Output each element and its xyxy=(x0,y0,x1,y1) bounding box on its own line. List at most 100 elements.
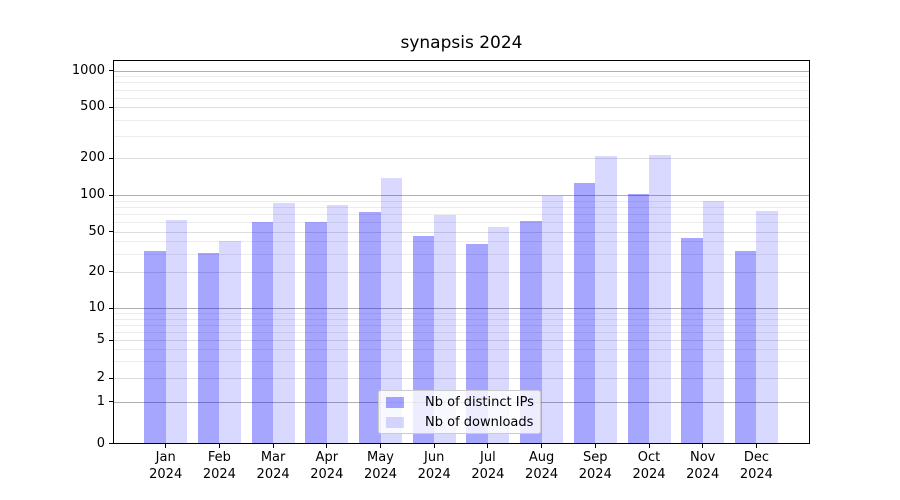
bar-downloads-feb xyxy=(219,241,241,444)
x-tick-mark xyxy=(218,444,220,448)
x-tick-label: Jul 2024 xyxy=(461,449,515,483)
x-tick-mark xyxy=(755,444,757,448)
bar-ips-jan xyxy=(144,251,166,444)
x-tick-month: Aug xyxy=(528,450,555,465)
x-tick-label: Apr 2024 xyxy=(300,449,354,483)
x-tick-year: 2024 xyxy=(471,467,505,482)
x-tick-label: Sep 2024 xyxy=(568,449,622,483)
bar-ips-feb xyxy=(197,252,220,444)
y-tick-mark xyxy=(109,106,113,108)
major-gridline xyxy=(113,70,810,72)
x-tick-month: Nov xyxy=(690,450,716,465)
x-tick-label: Aug 2024 xyxy=(515,449,569,483)
minor-gridline xyxy=(113,313,810,315)
x-tick-month: Mar xyxy=(260,450,286,465)
major-gridline xyxy=(113,308,810,310)
bar-ips-dec xyxy=(734,251,757,444)
x-tick-month: May xyxy=(367,450,394,465)
minor-gridline xyxy=(113,119,810,121)
x-tick-label: Feb 2024 xyxy=(192,449,246,483)
x-tick-year: 2024 xyxy=(578,467,612,482)
minor-gridline xyxy=(113,331,810,333)
y-tick-label: 0 xyxy=(96,435,105,451)
x-tick-year: 2024 xyxy=(739,467,773,482)
x-tick-mark xyxy=(433,444,435,448)
bar-ips-aug xyxy=(520,221,542,444)
y-tick-mark xyxy=(109,401,113,403)
x-tick-year: 2024 xyxy=(363,467,398,482)
minor-gridline xyxy=(113,361,810,363)
x-tick-mark xyxy=(541,444,543,448)
minor-gridline xyxy=(113,200,810,202)
x-tick-year: 2024 xyxy=(256,467,290,482)
y-tick-label: 1 xyxy=(96,393,105,409)
x-tick-year: 2024 xyxy=(310,467,344,482)
bar-ips-apr xyxy=(305,222,327,444)
x-tick-label: Nov 2024 xyxy=(676,449,730,483)
x-tick-mark xyxy=(165,444,167,448)
x-tick-mark xyxy=(326,444,328,448)
minor-gridline xyxy=(113,241,810,243)
y-tick-label: 5 xyxy=(96,332,105,347)
minor-gridline xyxy=(113,76,810,78)
y-tick-label: 2 xyxy=(96,370,105,386)
bar-ips-nov xyxy=(681,238,703,444)
y-tick-label: 20 xyxy=(88,263,105,279)
y-tick-mark xyxy=(109,194,113,196)
major-gridline xyxy=(113,195,810,196)
x-tick-month: Jul xyxy=(480,450,496,465)
legend-swatch-distinct-ips xyxy=(386,396,404,408)
minor-gridline xyxy=(113,206,810,208)
y-tick-mark xyxy=(109,157,113,159)
minor-gridline xyxy=(113,222,810,224)
x-tick-label: Dec 2024 xyxy=(729,449,783,483)
x-tick-mark xyxy=(648,444,650,448)
y-tick-label: 200 xyxy=(80,150,105,166)
x-tick-label: Oct 2024 xyxy=(622,449,676,483)
x-tick-label: Mar 2024 xyxy=(246,449,300,483)
x-tick-month: Dec xyxy=(743,450,769,465)
x-tick-label: May 2024 xyxy=(354,449,408,483)
y-tick-label: 500 xyxy=(80,99,105,115)
bar-downloads-jun xyxy=(434,214,456,444)
x-tick-year: 2024 xyxy=(149,467,183,482)
bar-downloads-jan xyxy=(165,220,188,444)
sub-gridline xyxy=(113,340,810,341)
x-tick-month: Feb xyxy=(207,450,231,465)
x-tick-mark xyxy=(272,444,274,448)
y-tick-mark xyxy=(109,377,113,379)
y-tick-label: 100 xyxy=(80,187,105,202)
minor-gridline xyxy=(113,135,810,137)
bar-ips-mar xyxy=(251,222,274,444)
bar-ips-may xyxy=(359,212,381,444)
minor-gridline xyxy=(113,318,810,320)
x-tick-month: Sep xyxy=(583,450,608,465)
x-tick-month: Jun xyxy=(424,450,445,465)
x-tick-label: Jun 2024 xyxy=(407,449,461,483)
x-tick-label: Jan 2024 xyxy=(139,449,193,483)
chart-title: synapsis 2024 xyxy=(400,33,523,53)
bar-downloads-aug xyxy=(541,196,564,444)
minor-gridline xyxy=(113,97,810,99)
y-tick-mark xyxy=(109,231,113,233)
y-tick-mark xyxy=(109,339,113,341)
x-tick-year: 2024 xyxy=(686,467,720,482)
bar-downloads-apr xyxy=(326,204,349,444)
x-tick-year: 2024 xyxy=(202,467,236,482)
bars-layer xyxy=(113,60,810,444)
legend-item: Nb of downloads xyxy=(385,414,534,431)
y-tick-mark xyxy=(109,443,113,444)
bar-downloads-nov xyxy=(702,201,725,444)
bar-downloads-oct xyxy=(649,155,671,444)
minor-gridline xyxy=(113,253,810,255)
x-tick-mark xyxy=(380,444,381,448)
minor-gridline xyxy=(113,82,810,84)
bar-ips-sep xyxy=(573,183,596,444)
y-tick-mark xyxy=(109,271,113,273)
x-tick-month: Jan xyxy=(155,450,176,465)
legend-swatch-downloads xyxy=(386,416,404,428)
legend: Nb of distinct IPs Nb of downloads xyxy=(378,390,541,434)
bar-downloads-may xyxy=(380,178,402,444)
y-tick-label: 50 xyxy=(88,223,105,239)
